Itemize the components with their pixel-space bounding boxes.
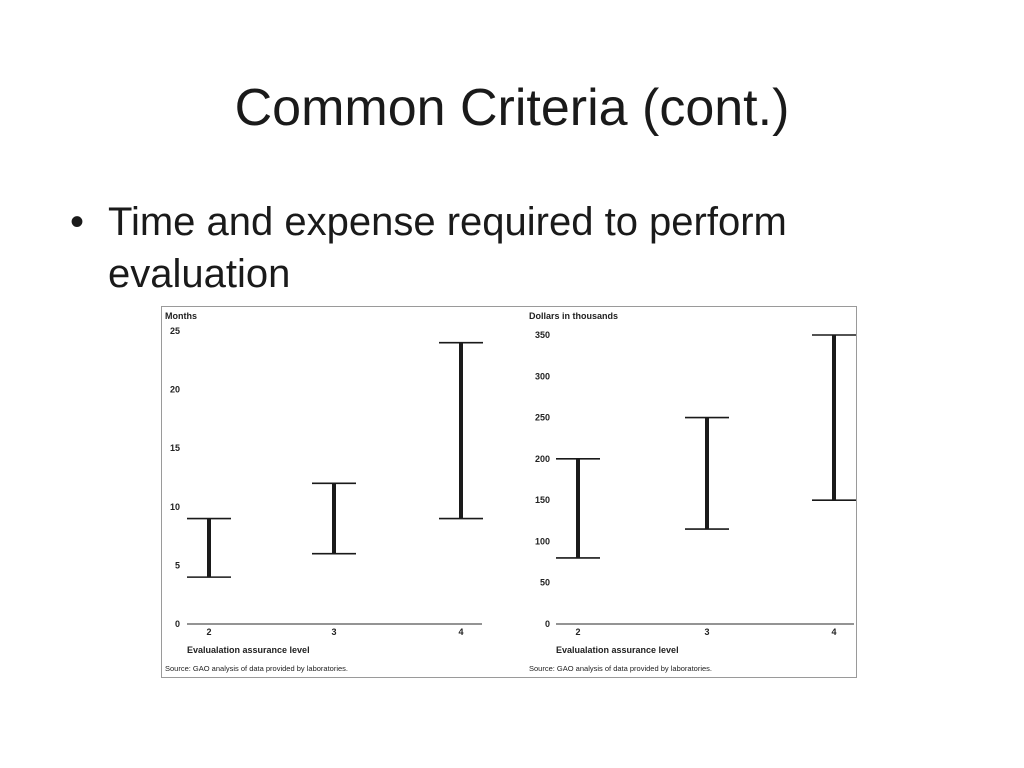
chart1-ytick-label: 0 [175, 619, 180, 629]
chart2-ytick-label: 0 [545, 619, 550, 629]
chart2-xtick-label: 4 [831, 627, 836, 637]
chart2-unit-label: Dollars in thousands [529, 311, 618, 321]
chart2-ytick-label: 300 [535, 371, 550, 381]
chart1-ytick-label: 10 [170, 502, 180, 512]
chart-figure: Months 0 5 10 15 20 25 2 3 4 Evalualation assuranc… [161, 306, 857, 678]
chart2-source-note: Source: GAO analysis of data provided by… [529, 664, 712, 673]
chart1-xtick-label: 4 [458, 627, 463, 637]
chart2-ytick-label: 150 [535, 495, 550, 505]
chart1-source-note: Source: GAO analysis of data provided by… [165, 664, 348, 673]
chart1-ytick-label: 20 [170, 385, 180, 395]
bullet-item: • Time and expense required to perform e… [70, 196, 950, 300]
chart2-x-axis-title: Evalualation assurance level [556, 645, 679, 655]
bullet-marker: • [70, 200, 85, 244]
slide-title: Common Criteria (cont.) [234, 79, 790, 137]
chart1-xtick-label: 2 [206, 627, 211, 637]
chart2-ytick-label: 250 [535, 413, 550, 423]
chart2-ytick-label: 350 [535, 330, 550, 340]
chart2-xtick-label: 3 [704, 627, 709, 637]
bullet-text: Time and expense required to perform eva… [108, 200, 787, 296]
chart1-xtick-label: 3 [331, 627, 336, 637]
chart1-ytick-label: 15 [170, 443, 180, 453]
chart2-xtick-label: 2 [575, 627, 580, 637]
chart1-ytick-label: 25 [170, 326, 180, 336]
chart2-ytick-label: 100 [535, 536, 550, 546]
chart1-ytick-label: 5 [175, 560, 180, 570]
chart1-unit-label: Months [165, 311, 197, 321]
chart2-ytick-label: 200 [535, 454, 550, 464]
chart1-x-axis-title: Evalualation assurance level [187, 645, 310, 655]
chart2-ytick-label: 50 [540, 578, 550, 588]
